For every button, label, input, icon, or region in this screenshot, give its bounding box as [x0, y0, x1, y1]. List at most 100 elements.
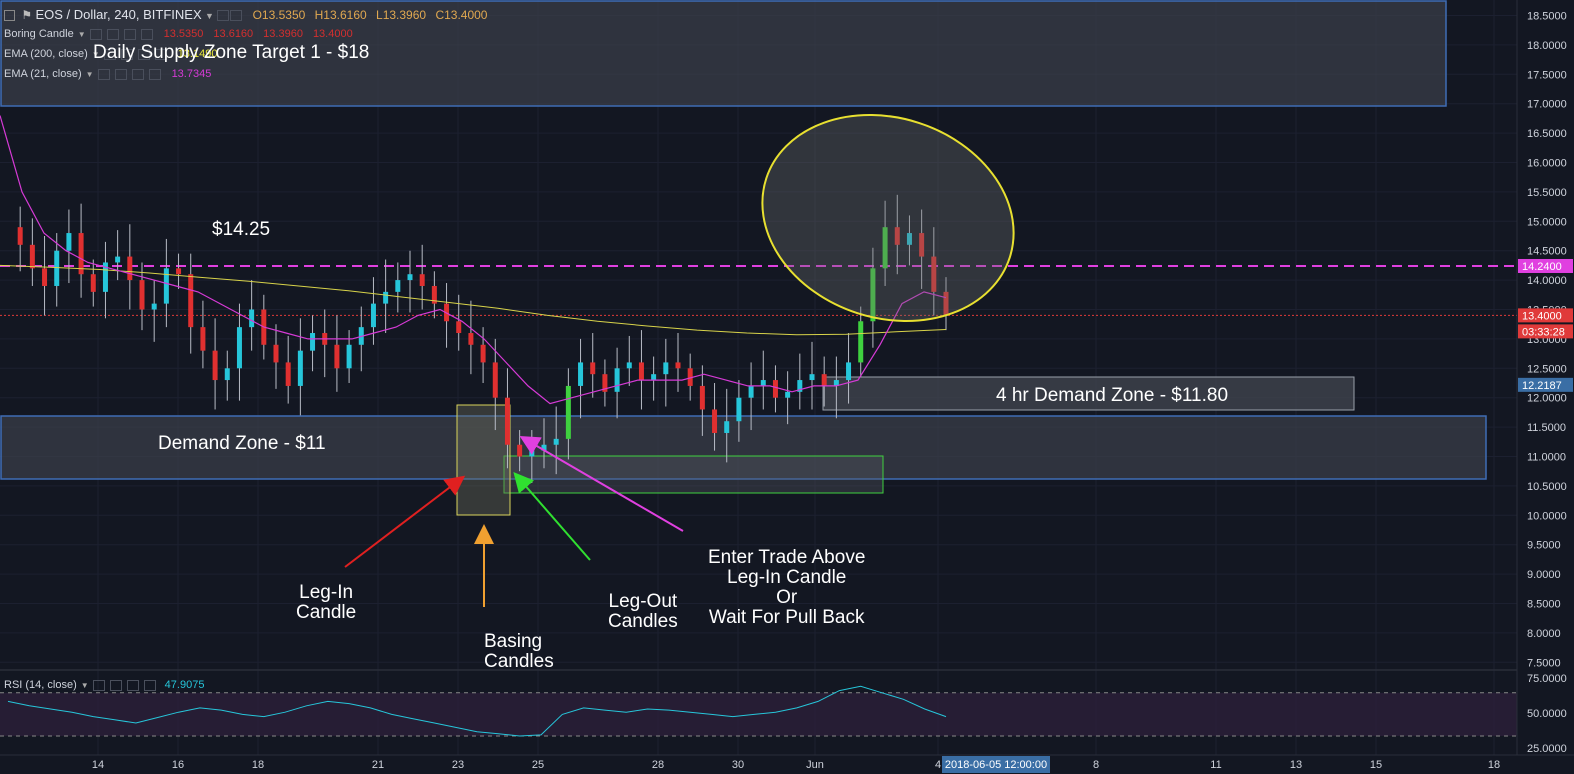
date-badge: [942, 756, 1050, 773]
legend-value: 13.1490: [177, 48, 218, 60]
price-tick-label: 11.0000: [1527, 452, 1566, 464]
legend-name[interactable]: EMA (21, close): [4, 68, 82, 80]
dropdown-arrow-icon[interactable]: ▼: [85, 69, 94, 79]
price-badge: [1518, 308, 1573, 323]
candle: [638, 330, 644, 410]
symbol-title[interactable]: EOS / Dollar, 240, BITFINEX: [35, 7, 202, 22]
collapse-icon[interactable]: [4, 10, 15, 22]
candle-body: [931, 256, 937, 292]
dropdown-arrow-icon[interactable]: ▼: [91, 49, 100, 59]
rsi-pane: [0, 669, 1574, 737]
demand-4hr-label: 4 hr Demand Zone - $11.80: [996, 385, 1229, 406]
candle-body: [249, 309, 255, 328]
candle-body: [419, 274, 425, 286]
legend-tool-icon[interactable]: [89, 28, 102, 40]
candle-body: [297, 350, 303, 386]
price-badge-text: 13.4000: [1522, 310, 1562, 322]
candle-body: [724, 421, 730, 433]
candle: [736, 380, 742, 442]
dropdown-arrow-icon[interactable]: ▼: [80, 680, 89, 690]
legend-tool-icon[interactable]: [123, 28, 136, 40]
settings-icon[interactable]: [109, 679, 122, 691]
candle-body: [675, 362, 681, 369]
candle-body: [785, 391, 791, 398]
candle: [785, 371, 791, 425]
legend-tool-icon[interactable]: [137, 48, 150, 60]
rsi-value: 47.9075: [164, 679, 205, 691]
legend-tool-icon[interactable]: [120, 48, 133, 60]
candle-body: [504, 397, 510, 445]
candle: [212, 318, 218, 410]
price-tick-label: 18.5000: [1527, 11, 1567, 23]
legend-tool-icon[interactable]: [97, 68, 110, 80]
candle: [310, 315, 316, 372]
candle-body: [310, 333, 316, 351]
candle: [931, 227, 937, 316]
candle: [29, 218, 35, 286]
legend-name[interactable]: EMA (200, close): [4, 48, 88, 60]
legend-value: 13.4000: [312, 28, 353, 40]
rsi-line: [7, 685, 947, 737]
close-icon[interactable]: [143, 679, 156, 691]
supply-zone-label: Daily Supply Zone Target 1 - $18: [93, 42, 370, 63]
leg-in-label: Leg-In Candle: [296, 582, 357, 623]
candle-body: [334, 344, 340, 369]
settings-icon[interactable]: [217, 10, 230, 22]
price-badge-text: 12.2187: [1522, 380, 1562, 392]
candle-body: [395, 280, 401, 292]
flag-icon: ⚑: [21, 8, 33, 22]
candle-body: [200, 327, 206, 351]
legend-tool-icon[interactable]: [131, 68, 144, 80]
legend-row[interactable]: EMA (21, close) ▼ 13.7345: [4, 68, 211, 80]
dropdown-arrow-icon[interactable]: ▼: [204, 11, 214, 21]
candle: [151, 280, 157, 342]
price-tick-label: 11.5000: [1527, 422, 1566, 434]
rsi-label[interactable]: RSI (14, close): [4, 679, 77, 691]
ema-200-line: [0, 264, 947, 336]
candle-body: [285, 362, 291, 386]
dropdown-arrow-icon[interactable]: ▼: [77, 29, 86, 39]
candle: [188, 253, 194, 354]
legend-value: 13.7345: [171, 68, 212, 80]
candle-body: [614, 368, 620, 392]
legend-tool-icon[interactable]: [154, 48, 167, 60]
legend-row[interactable]: Boring Candle ▼ 13.5350 13.6160 13.3960 13.40…: [4, 28, 353, 40]
candle-body: [870, 268, 876, 322]
legend-tool-icon[interactable]: [140, 28, 153, 40]
time-tick-label: 28: [652, 759, 664, 771]
candle: [492, 338, 498, 431]
demand-zone-rect: [0, 415, 1487, 480]
candle-body: [78, 233, 84, 275]
rsi-legend[interactable]: RSI (14, close) ▼ 47.9075: [4, 679, 204, 691]
candle: [821, 356, 827, 407]
add-icon[interactable]: [126, 679, 139, 691]
candle-body: [699, 385, 705, 410]
candle: [833, 356, 839, 419]
price-badge: [1518, 377, 1573, 392]
candle: [760, 350, 766, 410]
candle: [42, 236, 48, 316]
candle-body: [626, 362, 632, 369]
candle-body: [224, 368, 230, 381]
candle: [651, 356, 657, 401]
candle: [480, 327, 486, 383]
enter-arrow: [519, 435, 684, 532]
eye-icon[interactable]: [92, 679, 105, 691]
candle-body: [42, 268, 48, 286]
visibility-icon[interactable]: [230, 10, 243, 22]
candle-body: [833, 380, 839, 386]
candle: [66, 209, 72, 284]
price-tick-label: 14.0000: [1527, 275, 1567, 287]
high-value: H13.6160: [314, 8, 367, 22]
leg-in-arrow: [344, 475, 466, 568]
price-tick-label: 12.0000: [1527, 393, 1567, 405]
legend-tool-icon[interactable]: [114, 68, 127, 80]
candle: [54, 233, 60, 307]
legend-tool-icon[interactable]: [148, 68, 161, 80]
legend-tool-icon[interactable]: [106, 28, 119, 40]
rsi-tick-label: 25.0000: [1527, 743, 1567, 755]
legend-row[interactable]: EMA (200, close) ▼ 13.1490: [4, 48, 217, 60]
legend-tool-icon[interactable]: [103, 48, 116, 60]
legend-name[interactable]: Boring Candle: [4, 28, 74, 40]
